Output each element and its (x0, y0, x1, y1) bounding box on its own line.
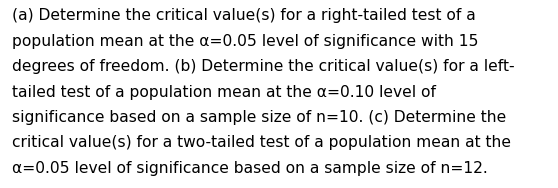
Text: (a) Determine the critical value(s) for a right-tailed test of a: (a) Determine the critical value(s) for … (12, 8, 476, 24)
Text: population mean at the α=0.05 level of significance with 15: population mean at the α=0.05 level of s… (12, 34, 479, 49)
Text: tailed test of a population mean at the α=0.10 level of: tailed test of a population mean at the … (12, 85, 436, 100)
Text: significance based on a sample size of n=10. (c) Determine the: significance based on a sample size of n… (12, 110, 507, 125)
Text: degrees of freedom. (b) Determine the critical value(s) for a left-: degrees of freedom. (b) Determine the cr… (12, 59, 515, 74)
Text: α=0.05 level of significance based on a sample size of n=12.: α=0.05 level of significance based on a … (12, 161, 488, 176)
Text: critical value(s) for a two-tailed test of a population mean at the: critical value(s) for a two-tailed test … (12, 135, 511, 150)
